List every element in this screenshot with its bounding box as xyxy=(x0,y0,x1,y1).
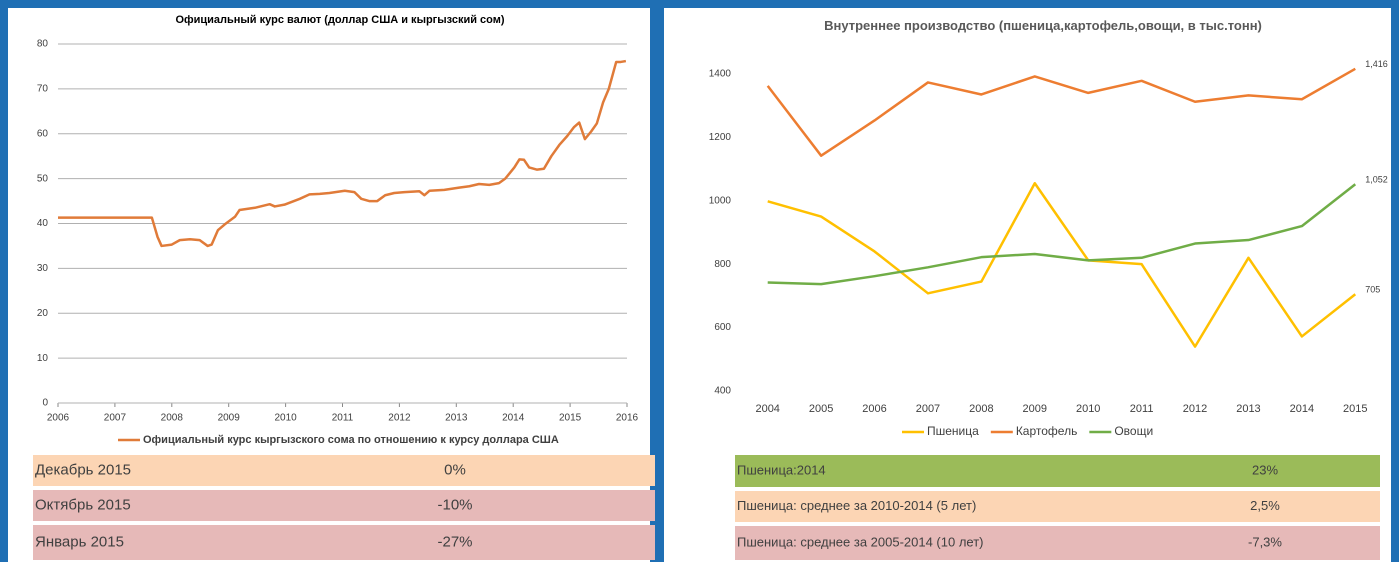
table-row xyxy=(33,455,655,486)
y-tick-label: 800 xyxy=(714,259,731,270)
y-tick-label: 60 xyxy=(37,128,49,139)
row-value: -27% xyxy=(437,533,472,550)
y-tick-label: 30 xyxy=(37,263,49,274)
x-tick-label: 2006 xyxy=(47,413,70,424)
chart-title: Официальный курс валют (доллар США и кыр… xyxy=(175,14,505,26)
x-tick-label: 2010 xyxy=(274,413,297,424)
x-tick-label: 2007 xyxy=(104,413,127,424)
table-row xyxy=(735,455,1380,487)
y-tick-label: 1000 xyxy=(709,195,732,206)
x-tick-label: 2015 xyxy=(559,413,582,424)
x-tick-label: 2013 xyxy=(1236,403,1260,415)
row-value: 0% xyxy=(444,461,466,478)
x-tick-label: 2007 xyxy=(916,403,940,415)
table-row xyxy=(735,526,1380,560)
legend-label: Пшеница xyxy=(927,424,979,438)
data-label: 705 xyxy=(1365,285,1380,295)
y-tick-label: 1400 xyxy=(709,68,732,79)
series-line xyxy=(767,182,1357,348)
row-value: 2,5% xyxy=(1250,498,1280,513)
y-tick-label: 20 xyxy=(37,308,49,319)
chart-title: Внутреннее производство (пшеница,картофе… xyxy=(824,18,1262,33)
table-row xyxy=(33,490,655,521)
table-row xyxy=(33,525,655,560)
y-tick-label: 10 xyxy=(37,353,49,364)
y-tick-label: 400 xyxy=(714,386,731,397)
x-tick-label: 2011 xyxy=(332,413,354,424)
row-label: Пшеница: среднее за 2005-2014 (10 лет) xyxy=(737,534,984,549)
x-tick-label: 2008 xyxy=(161,413,184,424)
x-tick-label: 2013 xyxy=(445,413,468,424)
x-tick-label: 2004 xyxy=(755,403,779,415)
x-tick-label: 2006 xyxy=(862,403,886,415)
row-value: -7,3% xyxy=(1248,534,1282,549)
series-line xyxy=(766,67,1356,157)
y-tick-label: 80 xyxy=(37,39,49,50)
y-tick-label: 70 xyxy=(37,84,49,95)
series-line xyxy=(58,59,627,248)
row-label: Пшеница:2014 xyxy=(737,462,826,477)
legend-label: Официальный курс кыргызского сома по отн… xyxy=(143,434,559,446)
row-label: Пшеница: среднее за 2010-2014 (5 лет) xyxy=(737,498,976,513)
x-tick-label: 2008 xyxy=(969,403,993,415)
x-tick-label: 2010 xyxy=(1076,403,1100,415)
row-value: -10% xyxy=(437,496,472,513)
x-tick-label: 2009 xyxy=(218,413,241,424)
y-tick-label: 40 xyxy=(37,218,49,229)
x-tick-label: 2005 xyxy=(809,403,833,415)
row-value: 23% xyxy=(1252,462,1278,477)
x-tick-label: 2015 xyxy=(1343,403,1367,415)
series-line xyxy=(767,183,1357,286)
y-tick-label: 0 xyxy=(42,398,48,409)
x-tick-label: 2012 xyxy=(1183,403,1207,415)
x-tick-label: 2016 xyxy=(616,413,639,424)
x-tick-label: 2014 xyxy=(1290,403,1314,415)
data-label: 1,052 xyxy=(1365,175,1388,185)
y-tick-label: 1200 xyxy=(709,132,732,143)
y-tick-label: 600 xyxy=(714,322,731,333)
x-tick-label: 2009 xyxy=(1023,403,1047,415)
legend-label: Овощи xyxy=(1114,424,1153,438)
row-label: Декабрь 2015 xyxy=(35,461,131,478)
legend-label: Картофель xyxy=(1016,424,1078,438)
row-label: Январь 2015 xyxy=(35,533,124,550)
x-tick-label: 2012 xyxy=(388,413,411,424)
x-tick-label: 2011 xyxy=(1130,403,1154,415)
y-tick-label: 50 xyxy=(37,173,49,184)
table-row xyxy=(735,491,1380,522)
row-label: Октябрь 2015 xyxy=(35,496,131,513)
data-label: 1,416 xyxy=(1365,59,1388,69)
x-tick-label: 2014 xyxy=(502,413,525,424)
